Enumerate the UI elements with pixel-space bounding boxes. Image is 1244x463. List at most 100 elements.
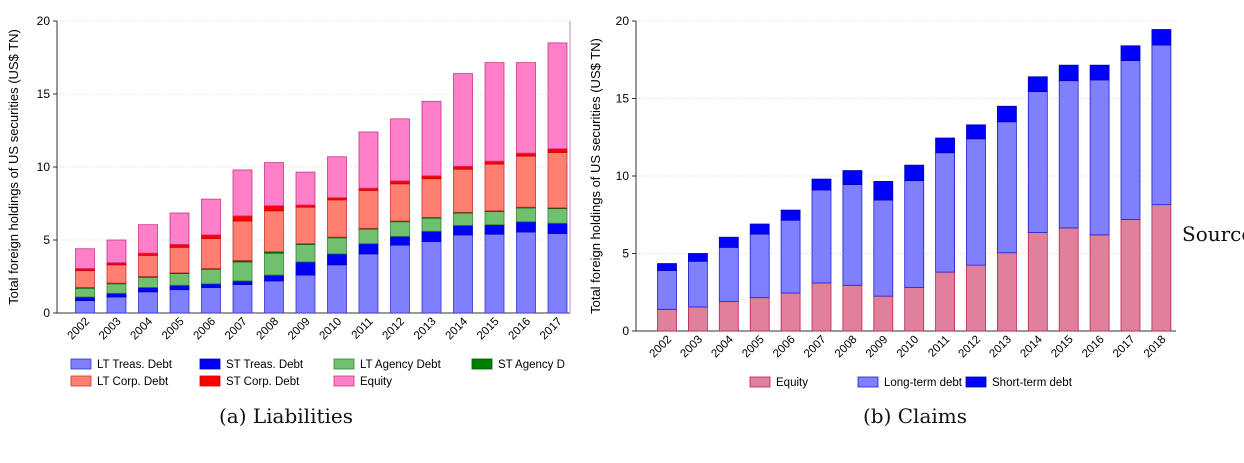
bar-st-treas-debt	[390, 235, 410, 246]
x-tick-label: 2013	[412, 316, 439, 343]
bar-long-term-debt	[1027, 91, 1048, 233]
bar-equity	[657, 308, 677, 332]
bar-st-corp-debt	[264, 205, 284, 212]
x-tick-label: 2003	[678, 334, 705, 361]
legend-swatch	[70, 358, 92, 370]
bar-equity	[749, 297, 770, 332]
bar-lt-corp-debt	[547, 151, 568, 209]
bar-lt-agency-debt	[106, 283, 127, 294]
bar-equity	[138, 224, 158, 254]
bar-short-term-debt	[842, 170, 863, 185]
bar-lt-treas-debt	[547, 233, 568, 314]
y-tick-label: 0	[622, 324, 629, 338]
chart-panel-liabilities: 0 5 10 15 20 Total foreign holdings of US sec…	[0, 0, 572, 463]
x-tick-label: 2015	[475, 316, 502, 343]
bar-short-term-debt	[966, 124, 986, 140]
bar-equity	[453, 73, 473, 167]
bar-lt-corp-debt	[201, 238, 221, 269]
bar-lt-agency-debt	[264, 252, 284, 276]
bar-st-corp-debt	[516, 152, 536, 157]
bar-lt-agency-debt	[358, 228, 379, 245]
bar-st-corp-debt	[201, 234, 221, 239]
bar-long-term-debt	[718, 246, 739, 302]
legend-swatch	[965, 376, 987, 388]
bar-equity	[547, 42, 568, 150]
bar-lt-corp-debt	[75, 270, 95, 288]
bar-lt-treas-debt	[169, 289, 190, 314]
bar-long-term-debt	[749, 233, 770, 299]
legend-label: ST Agency D	[498, 359, 565, 371]
x-tick-label: 2006	[192, 316, 219, 343]
bar-st-corp-debt	[547, 148, 568, 153]
x-tick-label: 2018	[1142, 334, 1169, 361]
legend-label: LT Treas. Debt	[97, 359, 173, 371]
y-tick-label: 20	[37, 14, 51, 28]
bar-equity	[996, 252, 1017, 332]
legend-label: Long-term debt	[884, 377, 963, 389]
bar-equity	[264, 162, 284, 207]
legend-swatch	[857, 376, 879, 388]
bar-st-corp-debt	[421, 175, 442, 180]
bar-st-treas-debt	[358, 243, 379, 255]
bar-lt-corp-debt	[169, 246, 190, 274]
legend-swatch	[471, 358, 493, 370]
x-tick-label: 2016	[1080, 334, 1107, 361]
bar-lt-corp-debt	[516, 155, 536, 208]
bar-equity	[1027, 232, 1048, 332]
bar-long-term-debt	[842, 184, 863, 286]
x-tick-label: 2011	[350, 316, 376, 342]
bar-st-treas-debt	[75, 296, 95, 301]
x-tick-label: 2007	[223, 316, 250, 343]
y-tick-label: 15	[37, 87, 51, 101]
bar-equity	[232, 169, 253, 217]
bar-st-corp-debt	[390, 180, 410, 185]
bar-lt-corp-debt	[358, 189, 379, 229]
bar-equity	[421, 100, 442, 177]
bar-long-term-debt	[1120, 60, 1141, 220]
bar-st-treas-debt	[232, 280, 253, 285]
bar-equity	[327, 156, 347, 199]
bar-lt-agency-debt	[295, 243, 316, 263]
bar-lt-corp-debt	[295, 206, 316, 245]
bar-equity	[842, 284, 863, 332]
legend-label: LT Corp. Debt	[97, 376, 169, 388]
legend-label: LT Agency Debt	[360, 359, 442, 371]
legend-label: Equity	[776, 377, 808, 389]
bar-lt-treas-debt	[390, 244, 410, 314]
bar-lt-agency-debt	[484, 211, 505, 226]
bar-lt-corp-debt	[106, 264, 127, 284]
bar-lt-agency-debt	[390, 221, 410, 237]
bar-lt-treas-debt	[75, 300, 95, 314]
bar-st-corp-debt	[232, 215, 253, 222]
legend-label: Equity	[360, 376, 392, 388]
bar-short-term-debt	[657, 263, 677, 271]
bar-equity	[966, 264, 986, 332]
x-tick-label: 2012	[381, 316, 408, 343]
bar-short-term-debt	[1151, 29, 1172, 46]
bar-long-term-debt	[780, 219, 801, 294]
bar-long-term-debt	[935, 152, 956, 273]
bar-lt-treas-debt	[484, 233, 505, 314]
bar-st-treas-debt	[327, 253, 347, 266]
bar-lt-corp-debt	[138, 254, 158, 277]
bar-lt-corp-debt	[390, 183, 410, 222]
bar-lt-treas-debt	[327, 264, 347, 314]
legend-swatch	[199, 375, 221, 387]
x-tick-label: 2004	[709, 333, 736, 360]
x-tick-label: 2008	[255, 316, 282, 343]
y-tick-label: 20	[616, 14, 630, 28]
bar-long-term-debt	[657, 270, 677, 310]
bar-short-term-debt	[935, 137, 956, 154]
bar-lt-corp-debt	[453, 168, 473, 213]
bar-long-term-debt	[904, 180, 925, 288]
bar-lt-treas-debt	[138, 291, 158, 314]
x-tick-label: 2007	[802, 334, 829, 361]
y-tick-label: 10	[37, 160, 51, 174]
x-tick-label: 2009	[864, 334, 891, 361]
legend-swatch	[70, 375, 92, 387]
bar-lt-corp-debt	[327, 199, 347, 238]
x-tick-label: 2004	[129, 315, 156, 342]
bar-short-term-debt	[688, 253, 708, 262]
x-tick-label: 2010	[895, 334, 922, 361]
bar-equity	[1120, 218, 1141, 332]
